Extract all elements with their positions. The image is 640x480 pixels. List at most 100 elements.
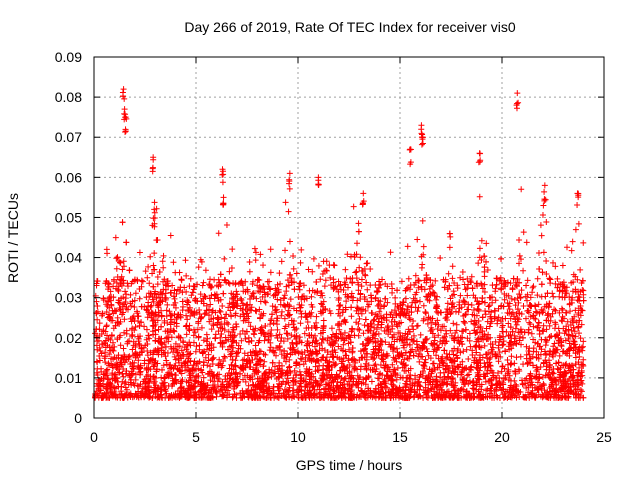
data-point: [431, 337, 438, 344]
data-point: [516, 260, 523, 267]
data-point: [269, 311, 276, 318]
data-point: [277, 297, 284, 304]
data-point: [96, 320, 103, 327]
data-point: [124, 283, 131, 290]
data-point: [252, 342, 259, 349]
data-point: [423, 293, 430, 300]
data-point: [518, 341, 525, 348]
data-point: [304, 338, 311, 345]
data-point: [488, 318, 495, 325]
data-point: [165, 373, 172, 380]
data-point: [286, 363, 293, 370]
data-point: [352, 269, 359, 276]
data-point: [371, 331, 378, 338]
data-point: [159, 258, 166, 265]
data-point: [564, 318, 571, 325]
data-point: [502, 348, 509, 355]
data-point: [424, 388, 431, 395]
data-point: [476, 391, 483, 398]
data-point: [460, 366, 467, 373]
data-point: [353, 275, 360, 282]
data-point: [543, 366, 550, 373]
data-point: [564, 377, 571, 384]
data-point: [556, 352, 563, 359]
data-point: [372, 361, 379, 368]
data-point: [114, 286, 121, 293]
data-point: [450, 384, 457, 391]
data-point: [401, 390, 408, 397]
data-point: [404, 243, 411, 250]
data-point: [360, 306, 367, 313]
data-point: [335, 321, 342, 328]
data-point: [297, 355, 304, 362]
data-point: [168, 319, 175, 325]
data-point: [343, 298, 350, 305]
data-point: [392, 294, 399, 301]
data-point: [161, 276, 168, 283]
data-point: [505, 332, 512, 339]
data-point: [500, 338, 507, 345]
data-point: [468, 279, 475, 286]
data-point: [136, 295, 143, 302]
data-point: [563, 323, 570, 330]
data-point: [282, 303, 289, 310]
data-point: [377, 312, 384, 319]
data-point: [486, 294, 493, 301]
data-point: [181, 284, 188, 291]
data-point: [237, 295, 244, 302]
data-point: [468, 273, 475, 280]
data-point: [296, 280, 303, 287]
data-point: [415, 277, 422, 284]
data-point: [145, 360, 152, 367]
data-point: [408, 309, 415, 316]
data-point: [493, 375, 500, 382]
data-point: [551, 340, 558, 347]
data-point: [375, 346, 382, 353]
data-point: [120, 294, 127, 301]
data-point: [147, 303, 154, 310]
data-point: [321, 283, 328, 290]
data-point: [150, 323, 157, 330]
data-point: [543, 317, 550, 324]
data-point: [522, 315, 529, 322]
data-point: [155, 309, 162, 316]
data-point: [215, 362, 222, 369]
data-point: [413, 392, 420, 399]
data-point: [248, 307, 255, 314]
data-point: [534, 340, 541, 347]
data-point: [521, 380, 528, 387]
data-point: [314, 366, 321, 373]
data-point: [367, 265, 374, 272]
data-point: [227, 312, 234, 319]
data-point: [513, 283, 520, 290]
data-point: [360, 376, 367, 383]
data-point: [579, 361, 586, 368]
data-point: [545, 310, 552, 317]
data-point: [349, 382, 356, 389]
data-point: [226, 300, 233, 307]
data-point: [321, 391, 328, 398]
data-point: [183, 331, 190, 338]
data-point: [256, 306, 263, 313]
data-point: [119, 219, 126, 226]
data-point: [524, 291, 531, 298]
data-point: [114, 394, 121, 401]
data-point: [331, 262, 338, 269]
data-point: [115, 352, 122, 359]
data-point: [529, 284, 536, 291]
data-point: [116, 369, 123, 376]
data-point: [330, 353, 337, 360]
data-point: [482, 351, 489, 358]
data-point: [250, 330, 257, 337]
data-point: [340, 341, 347, 348]
data-point: [517, 326, 524, 333]
data-point: [346, 369, 353, 376]
data-point: [349, 326, 356, 333]
data-point: [523, 351, 530, 358]
data-point: [493, 281, 500, 288]
data-point: [118, 391, 125, 398]
data-point: [193, 309, 200, 316]
data-point: [444, 316, 451, 323]
data-point: [151, 378, 158, 385]
data-point: [290, 253, 297, 260]
